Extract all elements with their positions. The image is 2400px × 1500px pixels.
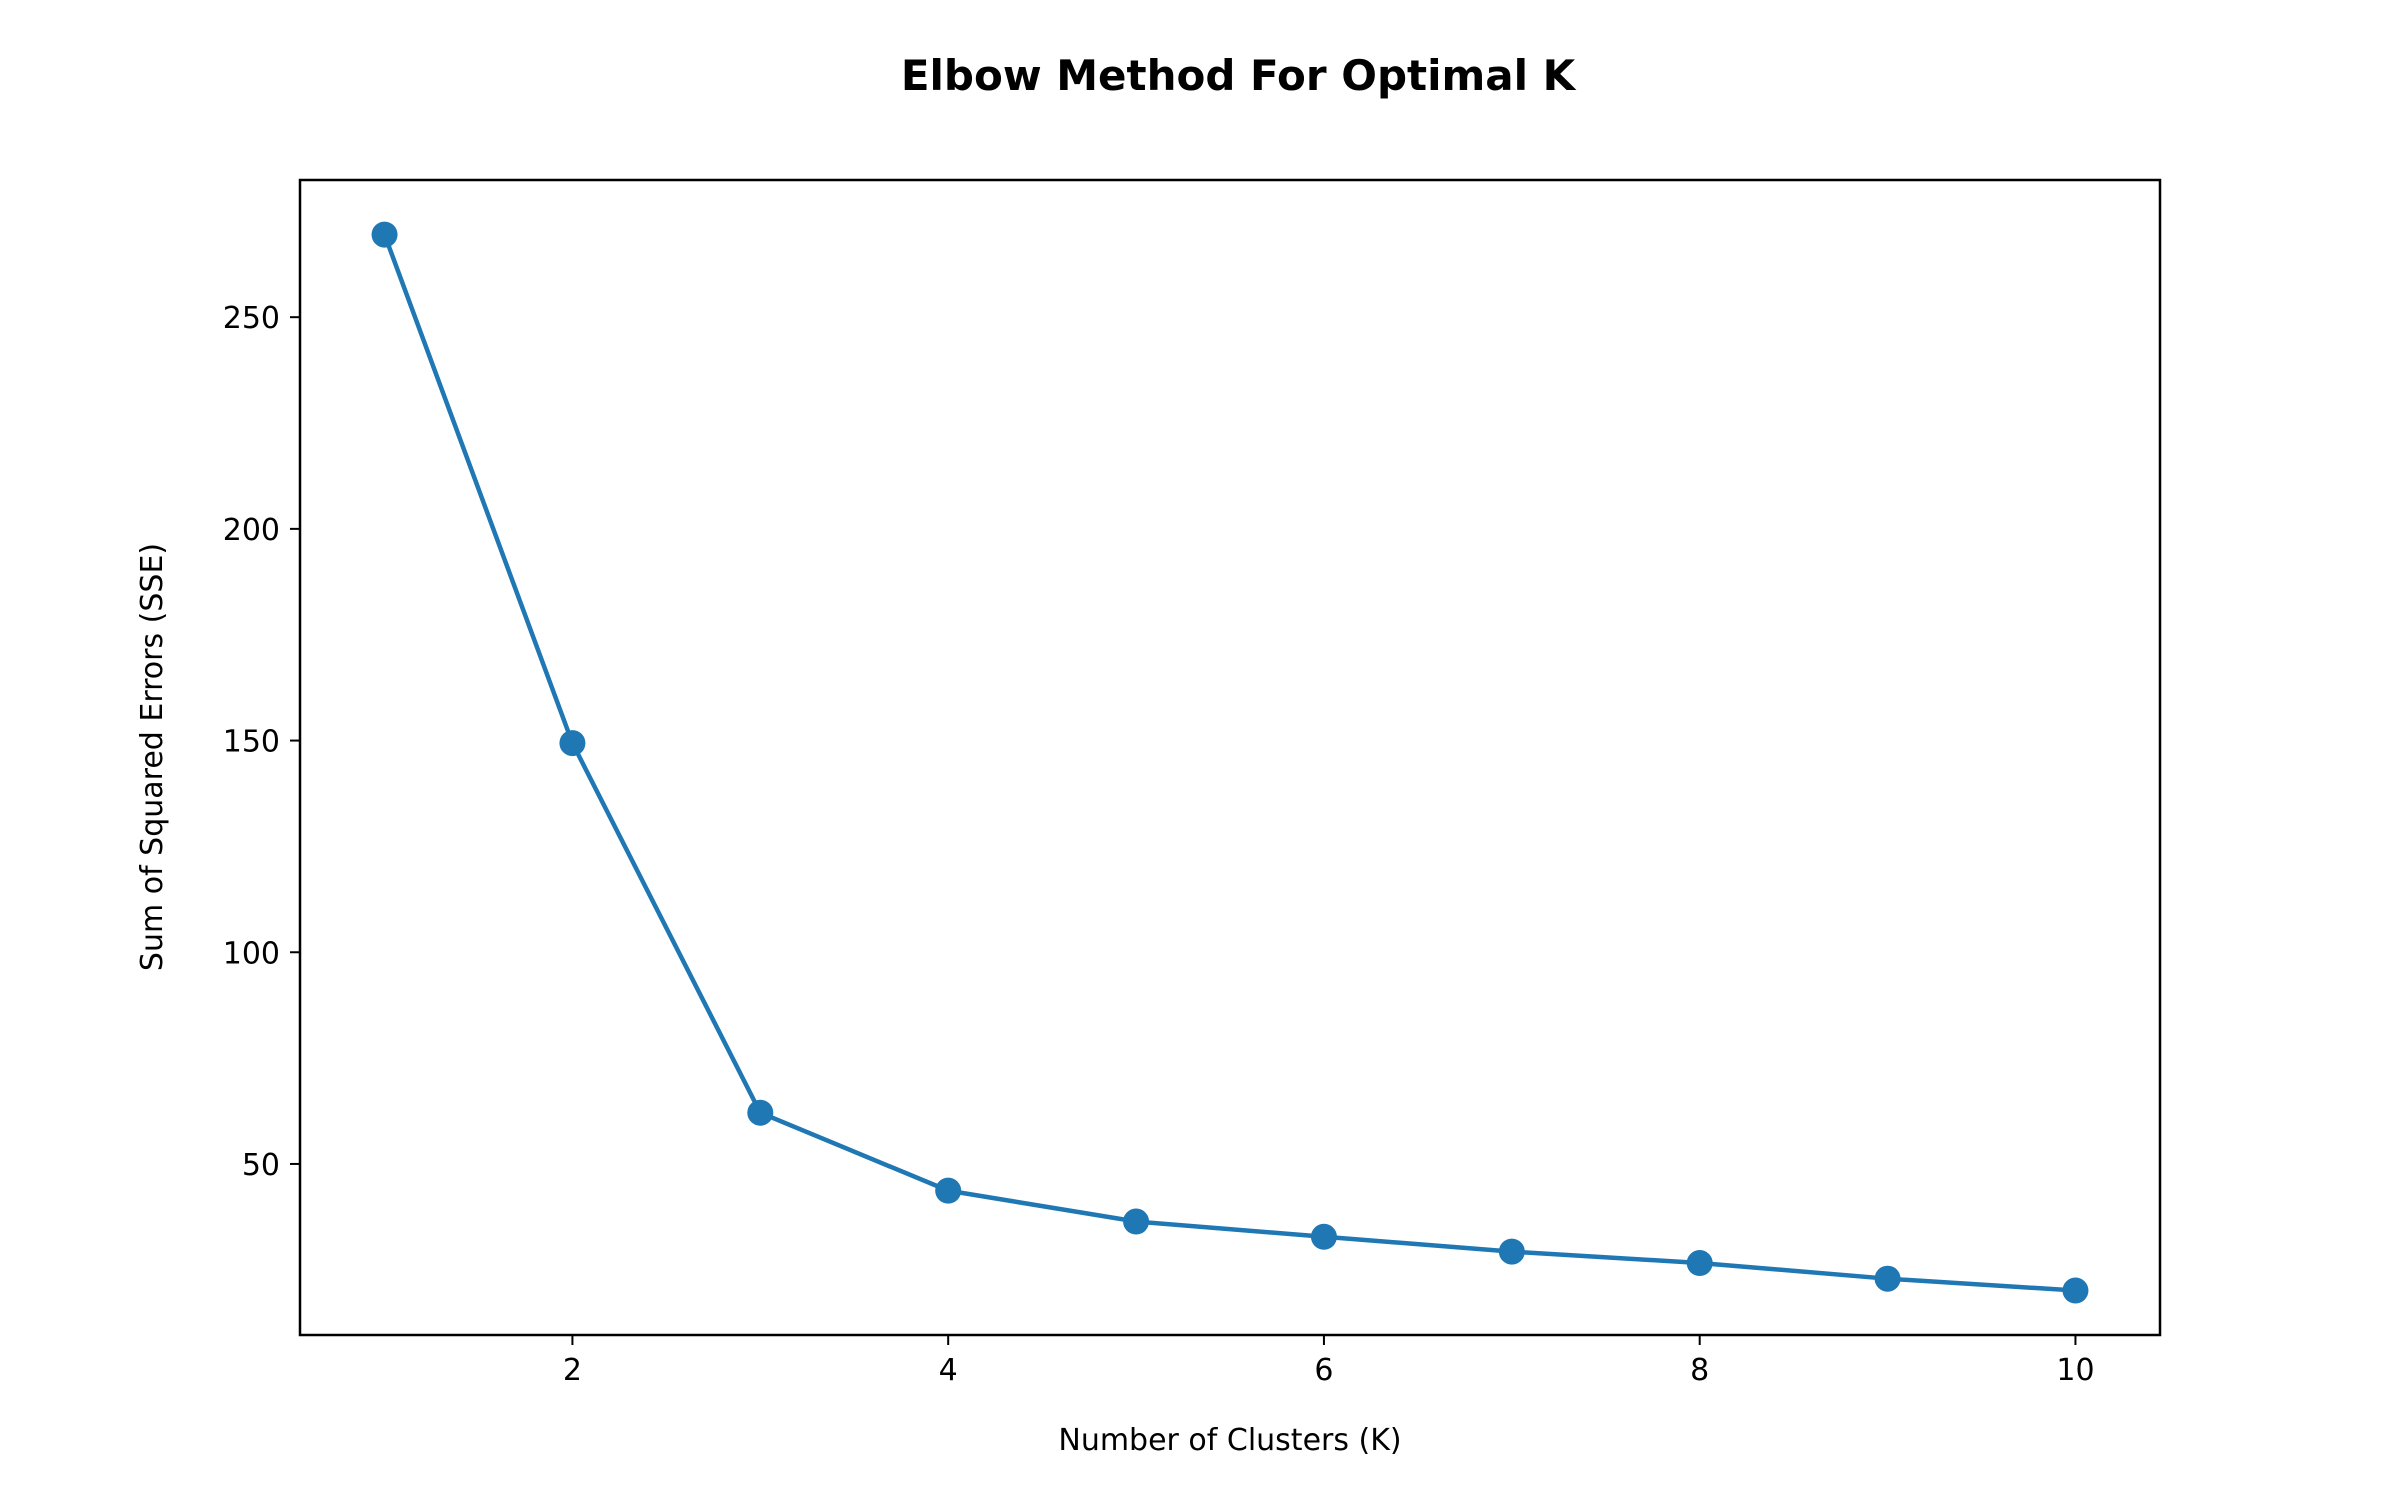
y-tick-label: 150: [223, 725, 280, 760]
data-point: [1123, 1208, 1150, 1235]
x-tick-label: 4: [939, 1353, 958, 1388]
plot-layer: [371, 221, 2089, 1304]
chart-title: Elbow Method For Optimal K: [901, 51, 1577, 100]
data-point: [1874, 1265, 1901, 1292]
y-tick-label: 200: [223, 513, 280, 548]
x-tick-label: 10: [2056, 1353, 2094, 1388]
x-tick-label: 6: [1314, 1353, 1333, 1388]
data-point: [935, 1177, 962, 1204]
y-tick-label: 100: [223, 936, 280, 971]
y-tick-label: 250: [223, 301, 280, 336]
plot-frame: [298, 178, 2162, 1337]
x-tick-label: 2: [563, 1353, 582, 1388]
series-line: [381, 231, 2078, 1293]
data-point: [559, 730, 586, 757]
data-point: [1686, 1250, 1713, 1277]
tick-layer: 2 4 6 8 10 50 100 150 200 250: [223, 301, 2095, 1388]
data-point: [747, 1099, 774, 1126]
x-tick-label: 8: [1690, 1353, 1709, 1388]
data-point: [1310, 1223, 1337, 1250]
y-tick-label: 50: [242, 1148, 280, 1183]
data-point: [371, 221, 398, 248]
data-point: [2062, 1277, 2089, 1304]
data-point: [1498, 1238, 1525, 1265]
y-axis-label: Sum of Squared Errors (SSE): [135, 543, 170, 971]
x-axis-label: Number of Clusters (K): [1058, 1423, 1401, 1458]
